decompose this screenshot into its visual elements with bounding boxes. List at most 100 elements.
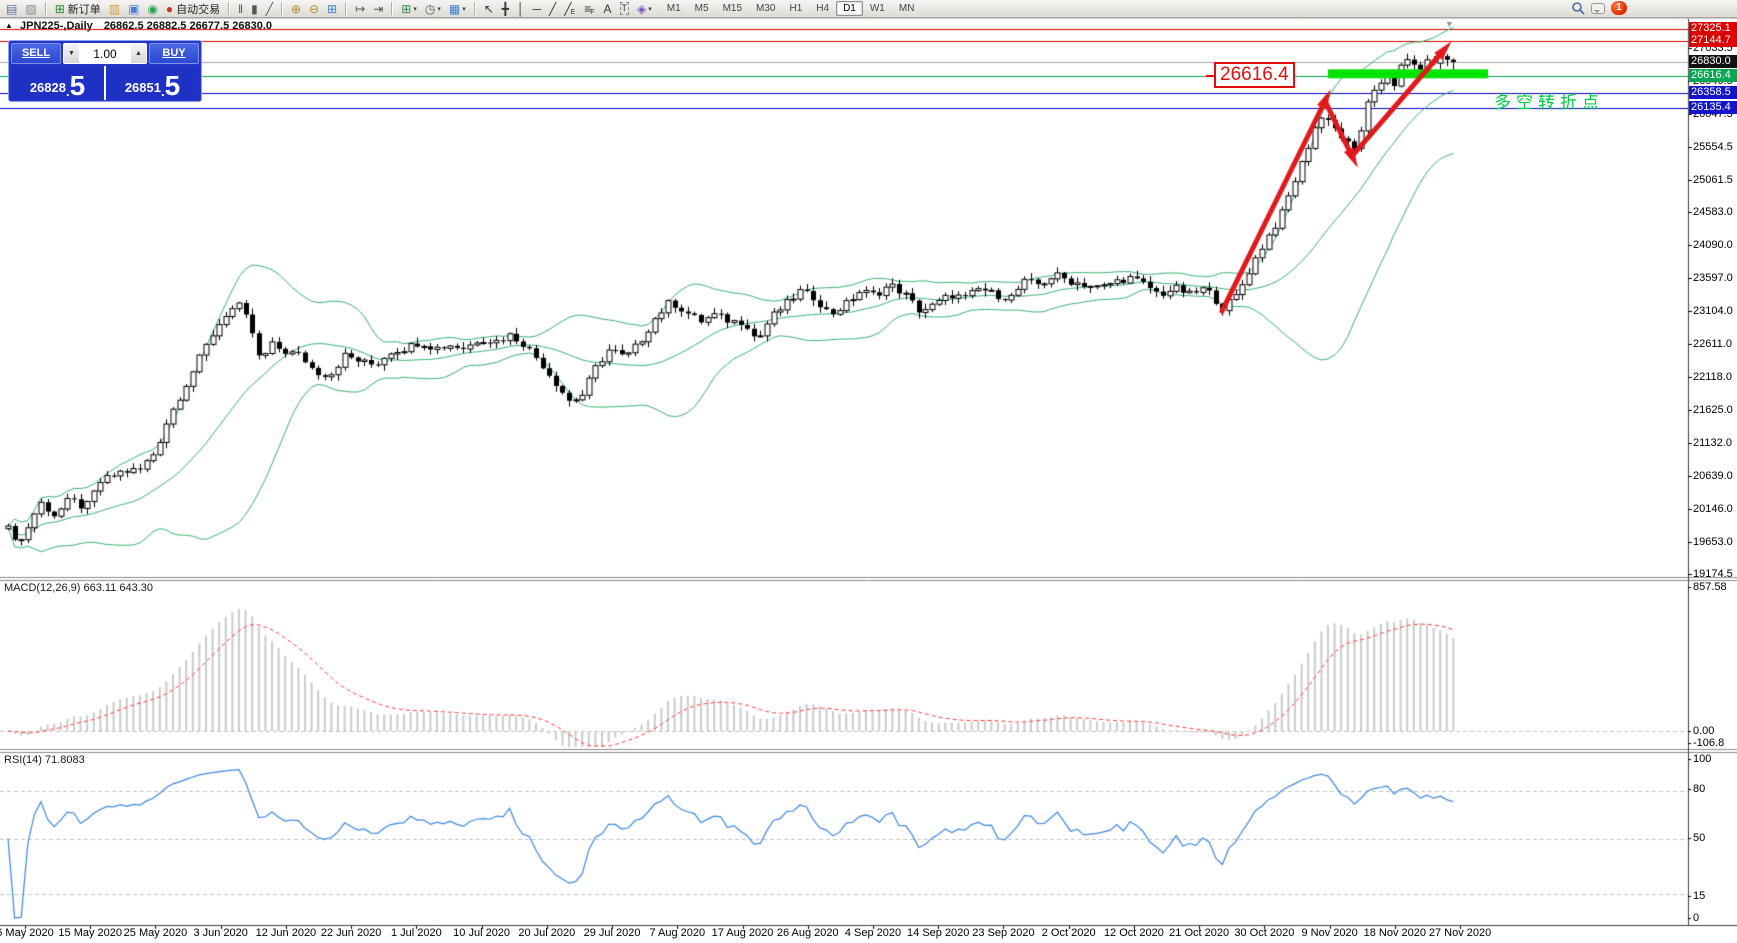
notifications-badge[interactable]: 1 <box>1611 1 1627 15</box>
cursor-icon[interactable]: ↖ <box>481 0 497 18</box>
autotrading-icon-label: 自动交易 <box>176 3 221 16</box>
toolbar-separator <box>391 2 394 15</box>
rsi-indicator-label: RSI(14) 71.8083 <box>4 754 85 766</box>
market-watch-icon: ▣ <box>128 1 140 16</box>
price-tick: 20639.0 <box>1693 470 1733 483</box>
toolbar: ▤ ▨ ⊞ 新订单 ▥ ▣ ◉ ● 自动交易 ‖ ▮ ╱ ⊕ ⊖ ⊞ ↦ ⇥ ⊞ ▾ ◷ ▾ ▦ ▾ ↖ ╋ │ ─ ╱ ╱ E ≡ F A T ◈… <box>0 0 1737 18</box>
periods-icon[interactable]: ◷ ▾ <box>422 0 444 18</box>
chevron-down-icon: ▾ <box>413 5 417 13</box>
chat-bubble-icon[interactable] <box>1591 2 1605 14</box>
zoom-in-icon[interactable]: ⊕ <box>288 0 304 18</box>
equidistant-channel-icon[interactable]: ╱ E <box>561 0 579 18</box>
arrows-icon: ◈ <box>637 1 647 16</box>
new-chart-icon: ⊞ <box>401 1 412 16</box>
chart-title: ▲ JPN225-,Daily 26862.5 26882.5 26677.5 … <box>5 20 272 32</box>
search-icon[interactable] <box>1571 1 1585 15</box>
tile-windows-icon[interactable]: ⊞ <box>324 0 340 18</box>
history-center-icon[interactable]: ▥ <box>106 0 123 18</box>
equidistant-channel-icon-sub: E <box>570 9 576 16</box>
sell-price-dot: . <box>65 84 70 99</box>
sell-button[interactable]: SELL <box>11 43 61 64</box>
timeframe-D1[interactable]: D1 <box>836 1 863 16</box>
charts-list-icon[interactable]: ▤ <box>3 0 20 18</box>
line-chart-icon: ╱ <box>265 1 273 16</box>
timeframe-M30[interactable]: M30 <box>756 3 776 14</box>
fibonacci-icon[interactable]: ≡ F <box>581 0 598 18</box>
horizontal-line-icon[interactable]: ─ <box>530 0 545 18</box>
timeframe-M5[interactable]: M5 <box>694 3 709 14</box>
toolbar-separator <box>228 2 231 15</box>
date-label: 2 Oct 2020 <box>1041 927 1096 939</box>
crosshair-icon[interactable]: ╋ <box>499 0 512 18</box>
trendline-icon: ╱ <box>549 1 557 16</box>
buy-price-frac: 5 <box>164 70 181 101</box>
date-label: 1 Jul 2020 <box>390 927 442 939</box>
text-icon[interactable]: A <box>600 0 614 18</box>
sell-price[interactable]: 26828. 5 <box>11 66 106 100</box>
new-order-icon: ⊞ <box>54 1 65 16</box>
toolbar-separator <box>345 2 348 15</box>
text-icon: A <box>603 1 612 16</box>
indicator-axis-label: 100 <box>1693 753 1712 765</box>
sell-price-main: 26828 <box>29 80 66 95</box>
autotrading-icon: ● <box>165 1 174 16</box>
indicator-axis-label: 80 <box>1693 783 1706 795</box>
templates-icon[interactable]: ▦ ▾ <box>446 0 469 18</box>
price-badge: 26135.4 <box>1689 101 1737 115</box>
timeframe-M15[interactable]: M15 <box>722 3 743 14</box>
toolbar-right: 1 <box>1571 1 1627 15</box>
turning-point-text[interactable]: 多空转折点 <box>1494 93 1604 112</box>
panel-collapse-icon[interactable]: ▲ <box>5 21 13 30</box>
buy-price[interactable]: 26851. 5 <box>106 66 199 100</box>
buy-price-dot: . <box>160 84 165 99</box>
bar-chart-icon[interactable]: ‖ <box>235 0 246 18</box>
chart-shift-marker[interactable]: ▼ <box>1445 19 1454 29</box>
autotrading-icon[interactable]: ● 自动交易 <box>163 0 223 18</box>
bar-chart-icon: ‖ <box>238 1 244 16</box>
volume-decrease-button[interactable]: ▼ <box>64 44 79 63</box>
indicator-axis-label: 0.00 <box>1693 725 1715 737</box>
new-order-icon[interactable]: ⊞ 新订单 <box>52 0 104 18</box>
volume-increase-button[interactable]: ▲ <box>131 44 146 63</box>
chart-shift-icon[interactable]: ⇥ <box>370 0 386 18</box>
arrows-icon[interactable]: ◈ ▾ <box>634 0 655 18</box>
signals-icon: ◉ <box>147 1 158 16</box>
candlestick-chart-icon[interactable]: ▮ <box>248 0 261 18</box>
price-level-callout[interactable]: 26616.4 <box>1206 62 1295 88</box>
timeframe-M1[interactable]: M1 <box>666 3 681 14</box>
date-label: 4 Sep 2020 <box>844 927 902 939</box>
price-badge: 27144.7 <box>1689 33 1737 47</box>
timeframe-H1[interactable]: H1 <box>789 3 803 14</box>
zoom-in-icon: ⊕ <box>290 1 302 16</box>
signals-icon[interactable]: ◉ <box>144 0 160 18</box>
chevron-down-icon: ▾ <box>648 5 652 13</box>
crosshair-icon: ╋ <box>501 1 510 16</box>
toolbar-separator <box>280 2 283 15</box>
market-watch-icon[interactable]: ▣ <box>125 0 142 18</box>
volume-input[interactable] <box>79 44 131 63</box>
vertical-line-icon[interactable]: │ <box>514 0 528 18</box>
price-tick: 24583.0 <box>1693 206 1733 219</box>
date-label: 3 Jun 2020 <box>193 927 248 939</box>
price-tick: 22611.0 <box>1693 338 1732 351</box>
timeframe-W1[interactable]: W1 <box>869 3 885 14</box>
auto-scroll-icon[interactable]: ↦ <box>352 0 368 18</box>
ohlc-readout: 26862.5 26882.5 26677.5 26830.0 <box>103 20 273 32</box>
timeframe-H4[interactable]: H4 <box>816 3 830 14</box>
templates-icon: ▦ <box>448 1 461 16</box>
chart-shift-icon: ⇥ <box>373 1 384 16</box>
text-label-icon[interactable]: T <box>617 0 633 18</box>
indicator-axis-label: 0 <box>1693 912 1700 924</box>
buy-button[interactable]: BUY <box>149 43 199 64</box>
date-label: 15 May 2020 <box>58 927 123 939</box>
line-chart-icon[interactable]: ╱ <box>263 0 276 18</box>
horizontal-line-icon: ─ <box>532 1 542 16</box>
timeframe-MN[interactable]: MN <box>898 3 915 14</box>
strategy-tester-icon[interactable]: ▨ <box>22 0 39 18</box>
trendline-icon[interactable]: ╱ <box>546 0 559 18</box>
date-label: 12 Jun 2020 <box>255 927 317 939</box>
price-badge: 26616.4 <box>1689 69 1737 83</box>
zoom-out-icon[interactable]: ⊖ <box>306 0 322 18</box>
new-chart-icon[interactable]: ⊞ ▾ <box>398 0 420 18</box>
